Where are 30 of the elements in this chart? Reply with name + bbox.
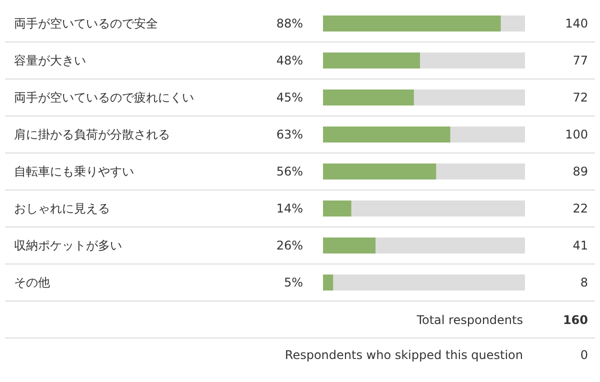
text: 160 <box>562 313 588 327</box>
y-tick-label: おしゃれに見える <box>14 202 110 216</box>
y-tick-label: 容量が大きい <box>14 54 86 68</box>
y-tick-label: その他 <box>14 276 50 290</box>
y-tick-label: 両手が空いているので疲れにくい <box>14 90 194 104</box>
data-label: 48% <box>276 54 303 68</box>
text: 0 <box>580 348 588 362</box>
text: 72 <box>572 90 588 104</box>
data-label: 5% <box>284 276 303 290</box>
data-label: 63% <box>276 128 303 142</box>
data-label: 88% <box>276 16 303 30</box>
data-label: 56% <box>276 164 303 178</box>
y-tick-label: 両手が空いているので安全 <box>14 16 158 30</box>
text: 100 <box>565 128 588 142</box>
text: 22 <box>572 202 588 216</box>
text: 140 <box>565 16 588 30</box>
bar <box>323 200 352 216</box>
text: 8 <box>580 276 588 290</box>
bar <box>323 274 334 290</box>
text: Total respondents <box>416 313 523 327</box>
data-label: 45% <box>276 90 303 104</box>
y-tick-label: 収納ポケットが多い <box>14 238 122 252</box>
data-label: 14% <box>276 202 303 216</box>
text: 41 <box>572 238 588 252</box>
y-tick-label: 肩に掛かる負荷が分散される <box>14 128 170 142</box>
text: 77 <box>572 54 588 68</box>
data-label: 26% <box>276 238 303 252</box>
y-tick-label: 自転車にも乗りやすい <box>14 164 134 178</box>
text: Respondents who skipped this question <box>284 348 523 362</box>
text: 89 <box>572 164 588 178</box>
